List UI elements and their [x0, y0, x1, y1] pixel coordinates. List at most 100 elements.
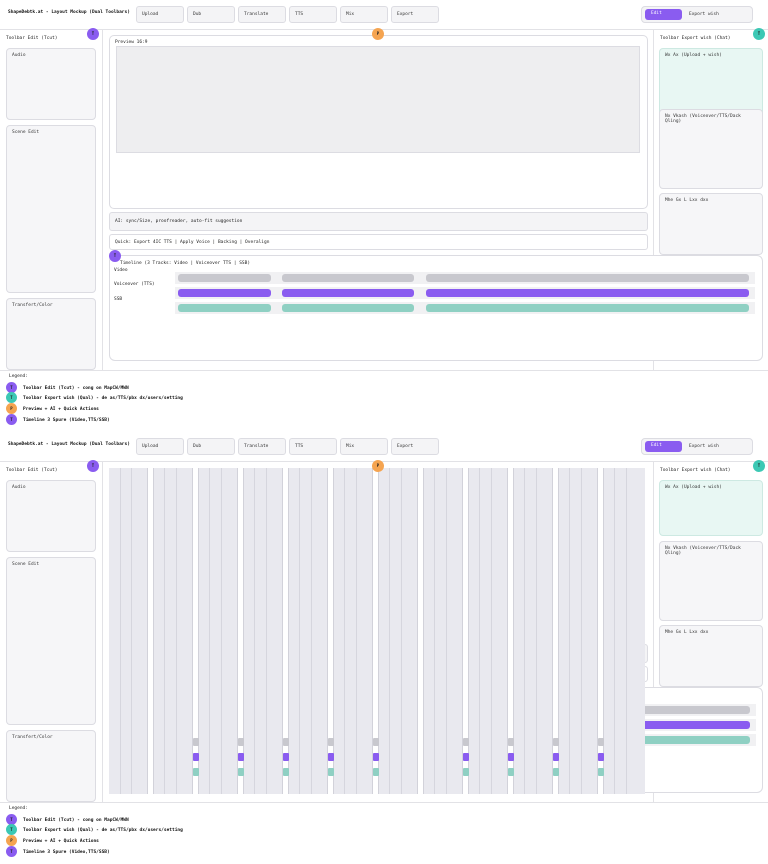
layout-frame-overlay: ShapeDebtk.at - Layout Mockup (Dual Tool…: [0, 432, 768, 864]
clip-fragment: [598, 753, 604, 761]
clip-fragment: [328, 768, 334, 776]
clip-fragment: [328, 753, 334, 761]
mode-edit-button[interactable]: Edit: [645, 441, 682, 452]
legend-badge: P: [6, 403, 17, 414]
legend-text: Toolbar Export wish (Qual) - de as/TTS/p…: [23, 396, 183, 401]
track-video[interactable]: [630, 704, 756, 716]
misc-panel[interactable]: Mhe Gx L Lxx dxx: [659, 193, 763, 255]
clip[interactable]: [426, 289, 749, 297]
mix-button[interactable]: Mix: [340, 6, 388, 23]
app-title: ShapeDebtk.at - Layout Mockup (Dual Tool…: [8, 442, 130, 447]
upload-wish-panel[interactable]: Wx Ax (Upload + wish): [659, 480, 763, 536]
upload-button[interactable]: Upload: [136, 6, 184, 23]
overlay-gridline: [209, 468, 210, 794]
voiceover-panel-label: Nx Vkash (Voiceover/TTS/Dack Qling): [665, 114, 741, 124]
clip[interactable]: [178, 274, 271, 282]
tts-button[interactable]: TTS: [289, 438, 337, 455]
track-voiceover[interactable]: [630, 719, 756, 731]
clip[interactable]: [630, 706, 750, 714]
overlay-column: [147, 468, 154, 794]
track-ssb[interactable]: [175, 302, 755, 314]
legend-badge: T: [6, 382, 17, 393]
track-voiceover[interactable]: [175, 287, 755, 299]
mode-export-button[interactable]: Export wish: [689, 12, 719, 17]
legend-badge: T: [6, 824, 17, 835]
upload-wish-panel[interactable]: Wx Ax (Upload + wish): [659, 48, 763, 120]
translate-button[interactable]: Translate: [238, 6, 286, 23]
badge-left-toolbar: T: [87, 460, 99, 472]
badge-left-toolbar: T: [87, 28, 99, 40]
video-preview[interactable]: [116, 46, 640, 153]
clip[interactable]: [630, 736, 750, 744]
legend-badge: P: [6, 835, 17, 846]
upload-button[interactable]: Upload: [136, 438, 184, 455]
clip-fragment: [553, 768, 559, 776]
track-label-ssb: SSB: [114, 297, 123, 302]
overlay-column: [192, 468, 199, 794]
export-button[interactable]: Export: [391, 6, 439, 23]
left-toolbar: Toolbar Edit (Tcut) Audio Scene Edit Tra…: [0, 30, 103, 370]
clip-fragment: [193, 768, 199, 776]
transfert-color-panel[interactable]: Transfert/Color: [6, 298, 96, 370]
audio-panel[interactable]: Audio: [6, 48, 96, 120]
overlay-gridline: [614, 468, 615, 794]
overlay-gridline: [266, 468, 267, 794]
left-toolbar: Toolbar Edit (Tcut) Audio Scene Edit Tra…: [0, 462, 103, 802]
scene-edit-panel[interactable]: Scene Edit: [6, 557, 96, 725]
ai-suggestion-bar[interactable]: AI: sync/Size, proofreader, auto-fit sug…: [109, 212, 648, 231]
overlay-gridline: [164, 468, 165, 794]
legend: Legend: T Toolbar Edit (Tcut) - cong on M…: [0, 802, 768, 864]
legend-text: Preview + AI + Quick Actions: [23, 839, 99, 844]
mode-export-button[interactable]: Export wish: [689, 444, 719, 449]
clip[interactable]: [426, 304, 749, 312]
dub-button[interactable]: Dub: [187, 438, 235, 455]
track-label-voiceover: Voiceover (TTS): [114, 282, 155, 287]
badge-timeline: T: [109, 250, 121, 262]
voiceover-panel-label: Nx Vkash (Voiceover/TTS/Dack Qling): [665, 546, 741, 556]
overlay-gridline: [131, 468, 132, 794]
clip-fragment: [238, 768, 244, 776]
track-ssb[interactable]: [630, 734, 756, 746]
voiceover-panel[interactable]: Nx Vkash (Voiceover/TTS/Dack Qling): [659, 109, 763, 189]
clip-fragment: [193, 753, 199, 761]
clip[interactable]: [282, 289, 414, 297]
misc-panel-label: Mhe Gx L Lxx dxx: [665, 198, 709, 203]
clip[interactable]: [426, 274, 749, 282]
voiceover-panel[interactable]: Nx Vkash (Voiceover/TTS/Dack Qling): [659, 541, 763, 621]
top-toolbar: ShapeDebtk.at - Layout Mockup (Dual Tool…: [0, 0, 768, 30]
app-title: ShapeDebtk.at - Layout Mockup (Dual Tool…: [8, 10, 130, 15]
clip[interactable]: [630, 721, 750, 729]
audio-panel[interactable]: Audio: [6, 480, 96, 552]
legend-text: Timeline 3 Spure (Video,TTS/SSB): [23, 418, 110, 423]
overlay-gridline: [401, 468, 402, 794]
quick-actions-bar[interactable]: Quick: Export 4IC TTS | Apply Voice | Ba…: [109, 234, 648, 250]
export-button[interactable]: Export: [391, 438, 439, 455]
overlay-gridline: [299, 468, 300, 794]
tts-button[interactable]: TTS: [289, 6, 337, 23]
transfert-color-panel-label: Transfert/Color: [12, 303, 53, 308]
misc-panel[interactable]: Mhe Gx L Lxx dxx: [659, 625, 763, 687]
clip[interactable]: [282, 304, 414, 312]
badge-preview: P: [372, 460, 384, 472]
clip[interactable]: [282, 274, 414, 282]
dub-button[interactable]: Dub: [187, 6, 235, 23]
track-video[interactable]: [175, 272, 755, 284]
scene-edit-panel[interactable]: Scene Edit: [6, 125, 96, 293]
overlay-column: [372, 468, 379, 794]
legend-text: Toolbar Edit (Tcut) - cong on MapCW/MWN: [23, 818, 129, 823]
overlay-gridline: [176, 468, 177, 794]
legend-badge: T: [6, 814, 17, 825]
legend-badge: T: [6, 846, 17, 857]
clip[interactable]: [178, 304, 271, 312]
overlay-gridline: [446, 468, 447, 794]
mode-edit-button[interactable]: Edit: [645, 9, 682, 20]
overlay-gridline: [221, 468, 222, 794]
clip-fragment: [553, 738, 559, 746]
clip[interactable]: [178, 289, 271, 297]
mix-button[interactable]: Mix: [340, 438, 388, 455]
left-toolbar-title: Toolbar Edit (Tcut): [6, 468, 58, 473]
overlay-gridline: [356, 468, 357, 794]
translate-button[interactable]: Translate: [238, 438, 286, 455]
overlay-gridline: [581, 468, 582, 794]
transfert-color-panel[interactable]: Transfert/Color: [6, 730, 96, 802]
